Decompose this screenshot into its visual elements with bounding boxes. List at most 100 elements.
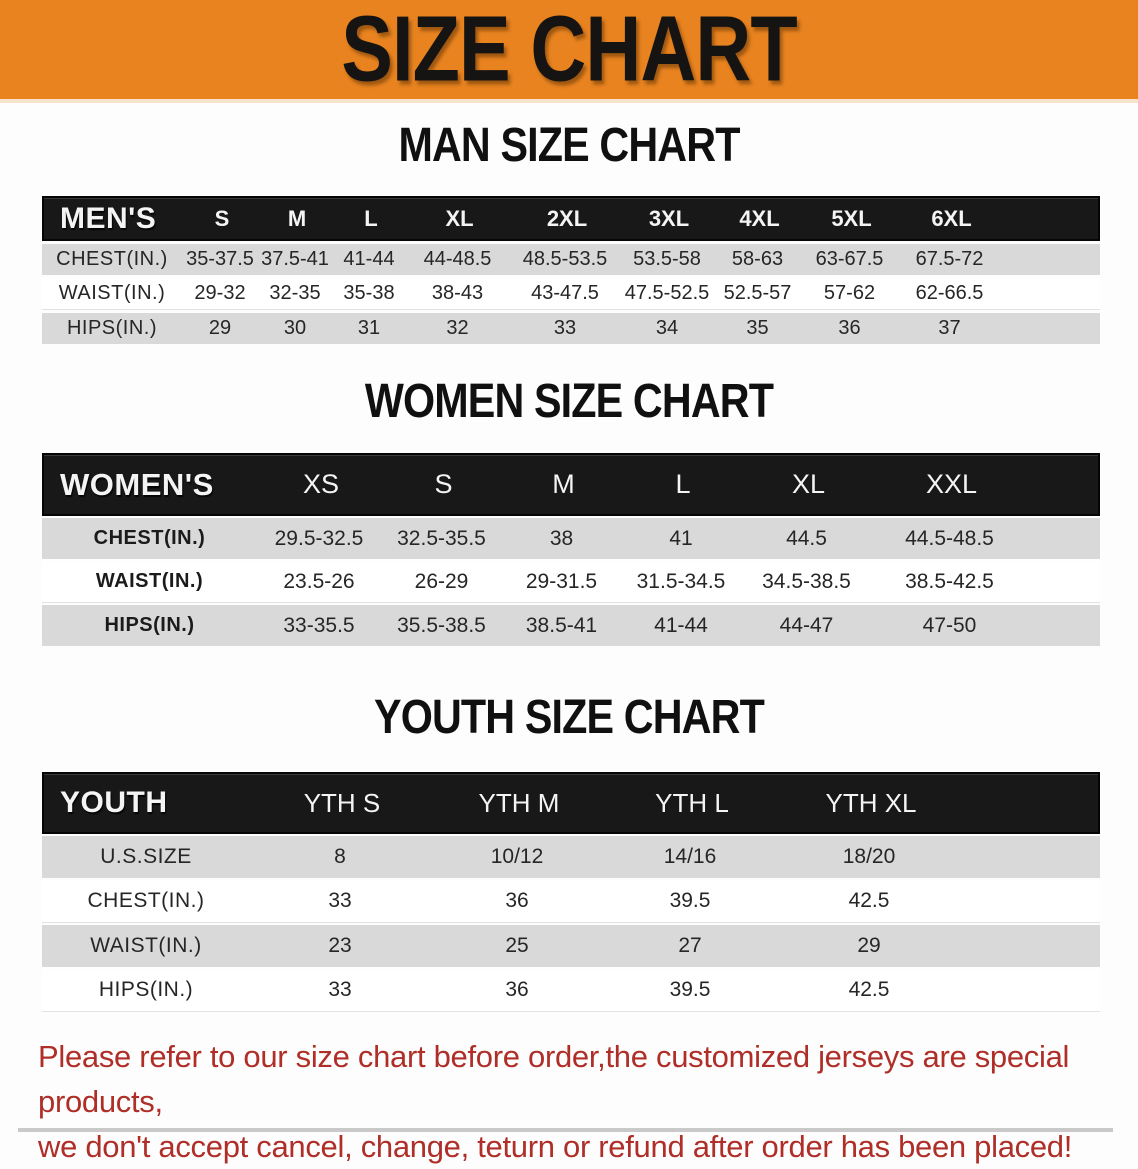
cell: 34 [655,317,679,339]
cell: 39.5 [669,978,711,1001]
cell: 27 [678,934,702,957]
cell: 10/12 [490,845,544,868]
cell: 8 [334,845,346,868]
cell: 48.5-53.5 [522,248,608,270]
youth-table-header-row: YOUTH YTH S YTH M YTH L YTH XL [42,772,1100,834]
youth-size-table: YOUTH YTH S YTH M YTH L YTH XL U.S.SIZE … [42,772,1100,1012]
disclaimer-line-1: Please refer to our size chart before or… [38,1039,1070,1119]
womens-col-xs: XS [302,469,340,499]
mens-col-2xl: 2XL [546,205,588,231]
row-label-hips: HIPS(IN.) [98,978,194,1001]
womens-table-title: WOMEN'S [60,466,214,502]
cell: 31 [357,317,381,339]
men-section-heading: MAN SIZE CHART [398,119,740,172]
womens-col-xl: XL [791,469,826,499]
cell: 58-63 [731,248,784,270]
cell: 26-29 [414,569,469,593]
cell: 25 [505,934,529,957]
cell: 23.5-26 [283,569,355,593]
table-row: WAIST(IN.) 23 25 27 29 [42,925,1100,967]
cell: 67.5-72 [915,248,984,270]
womens-table-header-row: WOMEN'S XS S M L XL XXL [42,453,1100,516]
cell: 44.5-48.5 [905,526,994,550]
youth-col-xl: YTH XL [825,787,917,818]
mens-col-4xl: 4XL [739,205,780,231]
mens-col-5xl: 5XL [831,205,872,231]
row-label-waist: WAIST(IN.) [95,570,204,592]
mens-col-xl: XL [445,205,474,231]
disclaimer-text: Please refer to our size chart before or… [38,1034,1123,1169]
banner-title: SIZE CHART [341,0,797,101]
cell: 14/16 [663,845,717,868]
womens-size-table: WOMEN'S XS S M L XL XXL CHEST(IN.) 29.5-… [42,453,1100,646]
cell: 38.5-41 [525,613,598,637]
row-label-chest: CHEST(IN.) [56,248,168,270]
cell: 37 [938,317,961,339]
cell: 41-44 [654,613,708,637]
youth-table-title: YOUTH [60,786,168,819]
cell: 33 [328,978,352,1001]
cell: 18/20 [842,845,896,868]
womens-col-s: S [434,469,453,499]
mens-col-3xl: 3XL [648,205,690,231]
youth-col-l: YTH L [655,787,729,818]
cell: 57-62 [823,282,876,304]
bottom-divider [18,1128,1113,1132]
table-row: CHEST(IN.) 35-37.5 37.5-41 41-44 44-48.5… [42,244,1100,275]
youth-col-m: YTH M [478,787,560,818]
mens-col-s: S [214,205,230,231]
cell: 38-43 [431,282,484,304]
row-label-chest: CHEST(IN.) [87,889,205,912]
table-row: HIPS(IN.) 33-35.5 35.5-38.5 38.5-41 41-4… [42,605,1100,646]
cell: 63-67.5 [815,248,884,270]
table-row: U.S.SIZE 8 10/12 14/16 18/20 [42,836,1100,878]
womens-col-xxl: XXL [925,469,978,499]
cell: 36 [838,317,861,339]
cell: 31.5-34.5 [636,569,726,593]
cell: 44-47 [779,613,834,637]
cell: 44-48.5 [423,248,492,270]
cell: 41-44 [343,248,395,270]
cell: 36 [505,889,529,912]
cell: 53.5-58 [633,248,701,270]
cell: 29 [208,317,232,339]
row-label-waist: WAIST(IN.) [90,934,202,957]
cell: 35 [746,317,769,339]
cell: 42.5 [848,978,890,1001]
cell: 30 [283,317,307,339]
cell: 32-35 [269,282,321,304]
women-section-heading: WOMEN SIZE CHART [364,375,774,428]
youth-section-heading: YOUTH SIZE CHART [374,691,765,744]
cell: 36 [505,978,529,1001]
table-row: CHEST(IN.) 29.5-32.5 32.5-35.5 38 41 44.… [42,518,1100,559]
cell: 29.5-32.5 [274,526,364,550]
mens-col-m: M [287,205,307,231]
table-row: WAIST(IN.) 23.5-26 26-29 29-31.5 31.5-34… [42,561,1100,603]
womens-col-l: L [675,469,691,499]
cell: 33-35.5 [283,613,355,637]
mens-col-l: L [364,205,378,231]
cell: 33 [553,317,577,339]
cell: 29-32 [194,282,246,304]
row-label-waist: WAIST(IN.) [58,282,166,304]
cell: 32 [446,317,469,339]
cell: 29 [857,934,881,957]
cell: 38.5-42.5 [905,569,994,593]
table-row: HIPS(IN.) 29 30 31 32 33 34 35 36 37 [42,313,1100,344]
table-row: HIPS(IN.) 33 36 39.5 42.5 [42,969,1100,1012]
cell: 23 [328,934,352,957]
cell: 47.5-52.5 [624,282,710,304]
cell: 44.5 [786,526,827,550]
cell: 33 [328,889,352,912]
cell: 39.5 [669,889,711,912]
table-row: WAIST(IN.) 29-32 32-35 35-38 38-43 43-47… [42,278,1100,310]
cell: 62-66.5 [915,282,984,304]
row-label-us-size: U.S.SIZE [100,845,192,868]
cell: 43-47.5 [531,282,599,304]
table-row: CHEST(IN.) 33 36 39.5 42.5 [42,880,1100,923]
row-label-hips: HIPS(IN.) [66,317,158,339]
cell: 34.5-38.5 [762,569,851,593]
cell: 29-31.5 [525,569,598,593]
mens-col-6xl: 6XL [931,205,972,231]
cell: 38 [549,526,574,550]
